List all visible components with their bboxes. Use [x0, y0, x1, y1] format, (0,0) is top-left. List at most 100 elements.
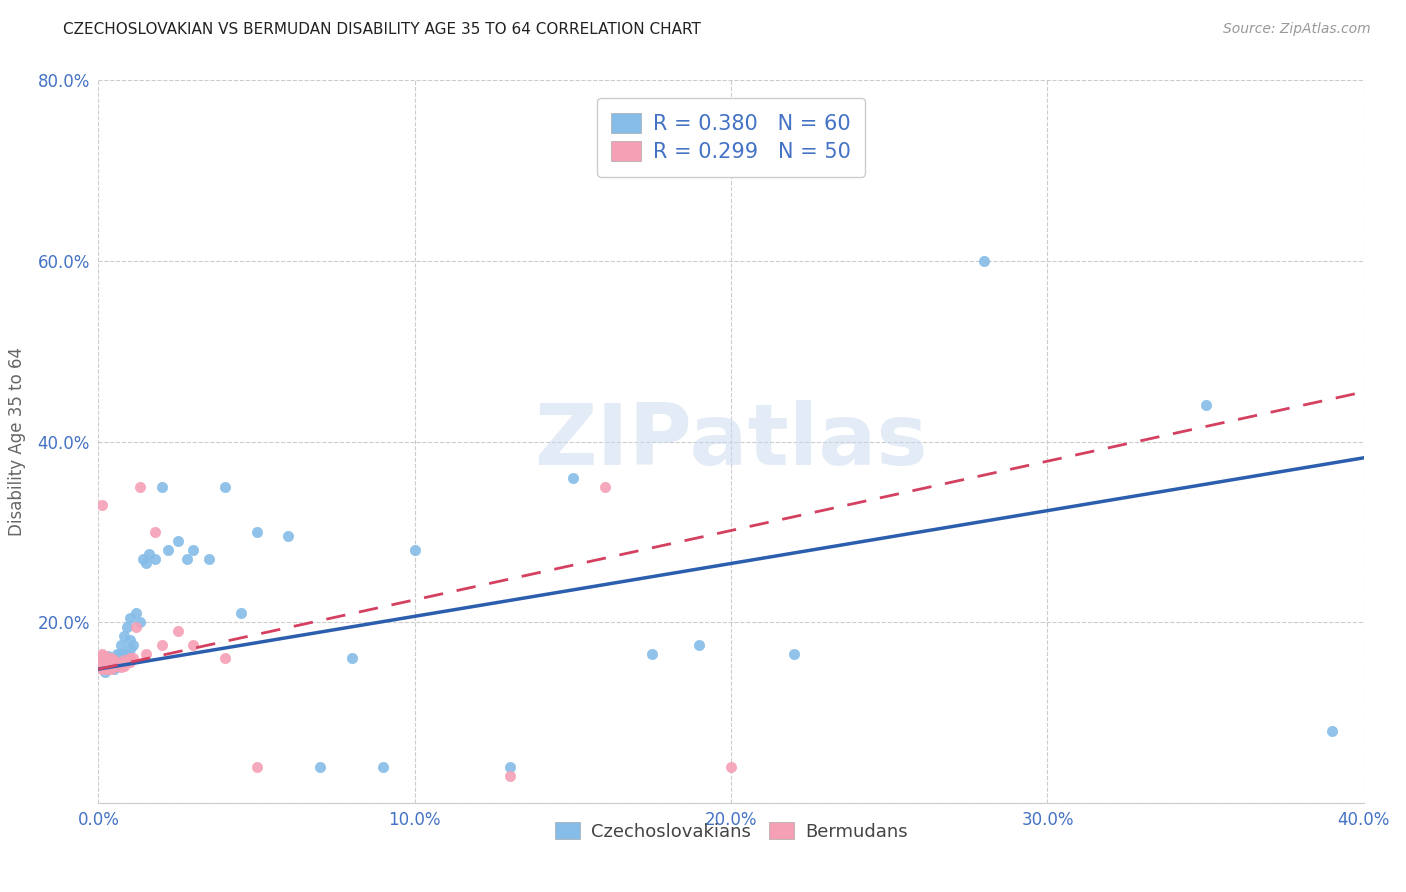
Point [166, 533, 188, 548]
Point [125, 620, 148, 634]
Point [150, 480, 173, 494]
Point [135, 647, 157, 661]
Point [93, 649, 117, 664]
Point [120, 610, 141, 624]
Point [93, 665, 117, 679]
Point [93, 662, 117, 676]
Point [132, 552, 155, 566]
Point [103, 656, 125, 670]
Point [150, 638, 173, 652]
Point [90, 647, 112, 661]
Point [138, 548, 160, 562]
Point [183, 542, 205, 557]
Point [100, 653, 122, 667]
Point [93, 656, 117, 670]
Point [120, 655, 141, 669]
Point [783, 647, 806, 661]
Point [100, 660, 122, 674]
Point [135, 557, 157, 571]
Point [100, 651, 122, 665]
Point [498, 760, 520, 774]
Point [90, 656, 112, 670]
Point [110, 656, 132, 670]
Point [246, 760, 269, 774]
Point [90, 498, 112, 512]
Point [90, 658, 112, 673]
Legend: Czechoslovakians, Bermudans: Czechoslovakians, Bermudans [547, 814, 915, 848]
Point [128, 480, 150, 494]
Point [214, 651, 236, 665]
Point [100, 662, 122, 676]
Point [110, 647, 132, 661]
Point [90, 660, 112, 674]
Point [641, 647, 664, 661]
Point [145, 552, 166, 566]
Point [246, 524, 269, 539]
Text: ZIPatlas: ZIPatlas [534, 400, 928, 483]
Point [97, 660, 120, 674]
Point [93, 662, 117, 676]
Point [593, 480, 616, 494]
Point [125, 606, 148, 620]
Point [115, 647, 138, 661]
Point [107, 658, 129, 673]
Point [214, 480, 236, 494]
Point [103, 653, 125, 667]
Point [107, 655, 129, 669]
Point [128, 615, 150, 630]
Point [112, 651, 135, 665]
Point [157, 542, 180, 557]
Point [93, 658, 117, 673]
Point [110, 638, 132, 652]
Point [115, 620, 138, 634]
Point [1322, 723, 1344, 738]
Point [371, 760, 394, 774]
Point [112, 653, 135, 667]
Point [120, 651, 141, 665]
Y-axis label: Disability Age 35 to 64: Disability Age 35 to 64 [8, 347, 27, 536]
Point [90, 662, 112, 676]
Point [90, 657, 112, 671]
Point [107, 647, 129, 661]
Point [112, 629, 135, 643]
Point [112, 658, 135, 673]
Point [90, 655, 112, 669]
Text: Source: ZipAtlas.com: Source: ZipAtlas.com [1223, 22, 1371, 37]
Point [103, 658, 125, 673]
Point [100, 656, 122, 670]
Point [120, 642, 141, 657]
Point [97, 662, 120, 676]
Point [103, 651, 125, 665]
Point [90, 651, 112, 665]
Point [198, 552, 221, 566]
Point [176, 552, 198, 566]
Point [100, 656, 122, 670]
Point [90, 651, 112, 665]
Point [122, 638, 145, 652]
Point [404, 542, 426, 557]
Point [110, 656, 132, 670]
Point [90, 653, 112, 667]
Point [97, 657, 120, 672]
Point [90, 649, 112, 664]
Point [110, 660, 132, 674]
Point [97, 651, 120, 665]
Point [115, 656, 138, 670]
Point [309, 760, 332, 774]
Text: CZECHOSLOVAKIAN VS BERMUDAN DISABILITY AGE 35 TO 64 CORRELATION CHART: CZECHOSLOVAKIAN VS BERMUDAN DISABILITY A… [63, 22, 702, 37]
Point [973, 254, 995, 268]
Point [97, 649, 120, 664]
Point [97, 656, 120, 670]
Point [97, 660, 120, 674]
Point [107, 649, 129, 664]
Point [561, 471, 585, 485]
Point [720, 760, 742, 774]
Point [103, 657, 125, 671]
Point [183, 638, 205, 652]
Point [100, 659, 122, 673]
Point [93, 653, 117, 667]
Point [93, 653, 117, 667]
Point [145, 524, 166, 539]
Point [97, 651, 120, 665]
Point [103, 660, 125, 674]
